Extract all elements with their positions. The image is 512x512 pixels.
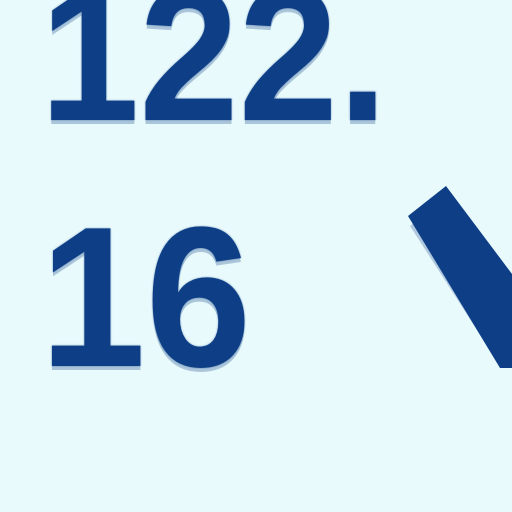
bottom-value-text: 16 [40, 198, 251, 398]
down-right-arrow-icon [390, 178, 512, 368]
top-value-text: 122. [40, 0, 388, 150]
